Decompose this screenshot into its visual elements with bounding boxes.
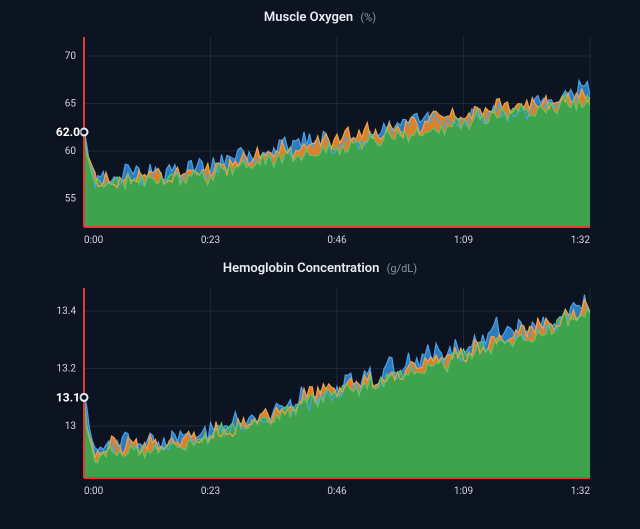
- svg-text:70: 70: [65, 51, 77, 62]
- chart-title: Muscle Oxygen (%): [0, 0, 640, 31]
- x-tick: 1:09: [454, 235, 473, 246]
- y-tick: 70: [65, 51, 77, 62]
- chart-title: Hemoglobin Concentration (g/dL): [0, 251, 640, 282]
- svg-text:55: 55: [65, 194, 77, 205]
- y-tick: 60: [65, 146, 77, 157]
- svg-text:0:23: 0:23: [201, 235, 220, 246]
- start-marker-dot: [81, 394, 88, 401]
- svg-text:13.4: 13.4: [57, 306, 77, 317]
- x-tick: 0:00: [84, 486, 104, 497]
- y-tick: 13.2: [57, 364, 77, 375]
- panel-hemoglobin: Hemoglobin Concentration (g/dL) 1313.213…: [0, 251, 640, 502]
- svg-text:0:00: 0:00: [84, 235, 104, 246]
- chart-muscle-oxygen[interactable]: 55 60 65 70 0:00 0:23 0:46 1:09 1:32 62.0: [40, 31, 600, 251]
- y-tick: 65: [65, 99, 77, 110]
- chart-title-unit: (g/dL): [387, 262, 417, 275]
- chart-wrap: 55 60 65 70 0:00 0:23 0:46 1:09 1:32 62.0: [40, 31, 600, 251]
- y-tick: 55: [65, 194, 77, 205]
- y-tick: 13: [65, 421, 76, 432]
- x-tick: 0:23: [201, 235, 220, 246]
- svg-text:1:09: 1:09: [454, 235, 473, 246]
- svg-text:1:09: 1:09: [454, 486, 473, 497]
- chart-title-unit: (%): [360, 11, 376, 24]
- svg-text:0:46: 0:46: [327, 486, 347, 497]
- chart-hemoglobin[interactable]: 13 13.2 13.4 0:00 0:23 0:46 1:09 1:32 13.1: [40, 282, 600, 502]
- svg-text:13: 13: [65, 421, 76, 432]
- svg-text:0:46: 0:46: [327, 235, 347, 246]
- start-marker-label: 62.0: [56, 125, 80, 139]
- chart-title-text: Hemoglobin Concentration: [223, 261, 379, 276]
- x-tick: 1:32: [571, 486, 591, 497]
- x-tick: 0:00: [84, 235, 104, 246]
- svg-text:13.2: 13.2: [57, 364, 77, 375]
- x-tick: 0:23: [201, 486, 220, 497]
- x-tick: 0:46: [327, 486, 347, 497]
- svg-text:65: 65: [65, 99, 77, 110]
- chart-wrap: 13 13.2 13.4 0:00 0:23 0:46 1:09 1:32 13.1: [40, 282, 600, 502]
- y-tick: 13.4: [57, 306, 77, 317]
- start-marker-label: 13.1: [56, 390, 80, 404]
- svg-text:60: 60: [65, 146, 77, 157]
- svg-text:1:32: 1:32: [571, 235, 591, 246]
- start-marker-dot: [81, 129, 88, 136]
- x-tick: 1:09: [454, 486, 473, 497]
- panel-muscle-oxygen: Muscle Oxygen (%) 55 60 65 70 0:00 0:23 0:46 1…: [0, 0, 640, 251]
- svg-text:1:32: 1:32: [571, 486, 591, 497]
- svg-text:0:23: 0:23: [201, 486, 220, 497]
- x-tick: 1:32: [571, 235, 591, 246]
- chart-title-text: Muscle Oxygen: [264, 10, 353, 25]
- x-tick: 0:46: [327, 235, 347, 246]
- svg-text:0:00: 0:00: [84, 486, 104, 497]
